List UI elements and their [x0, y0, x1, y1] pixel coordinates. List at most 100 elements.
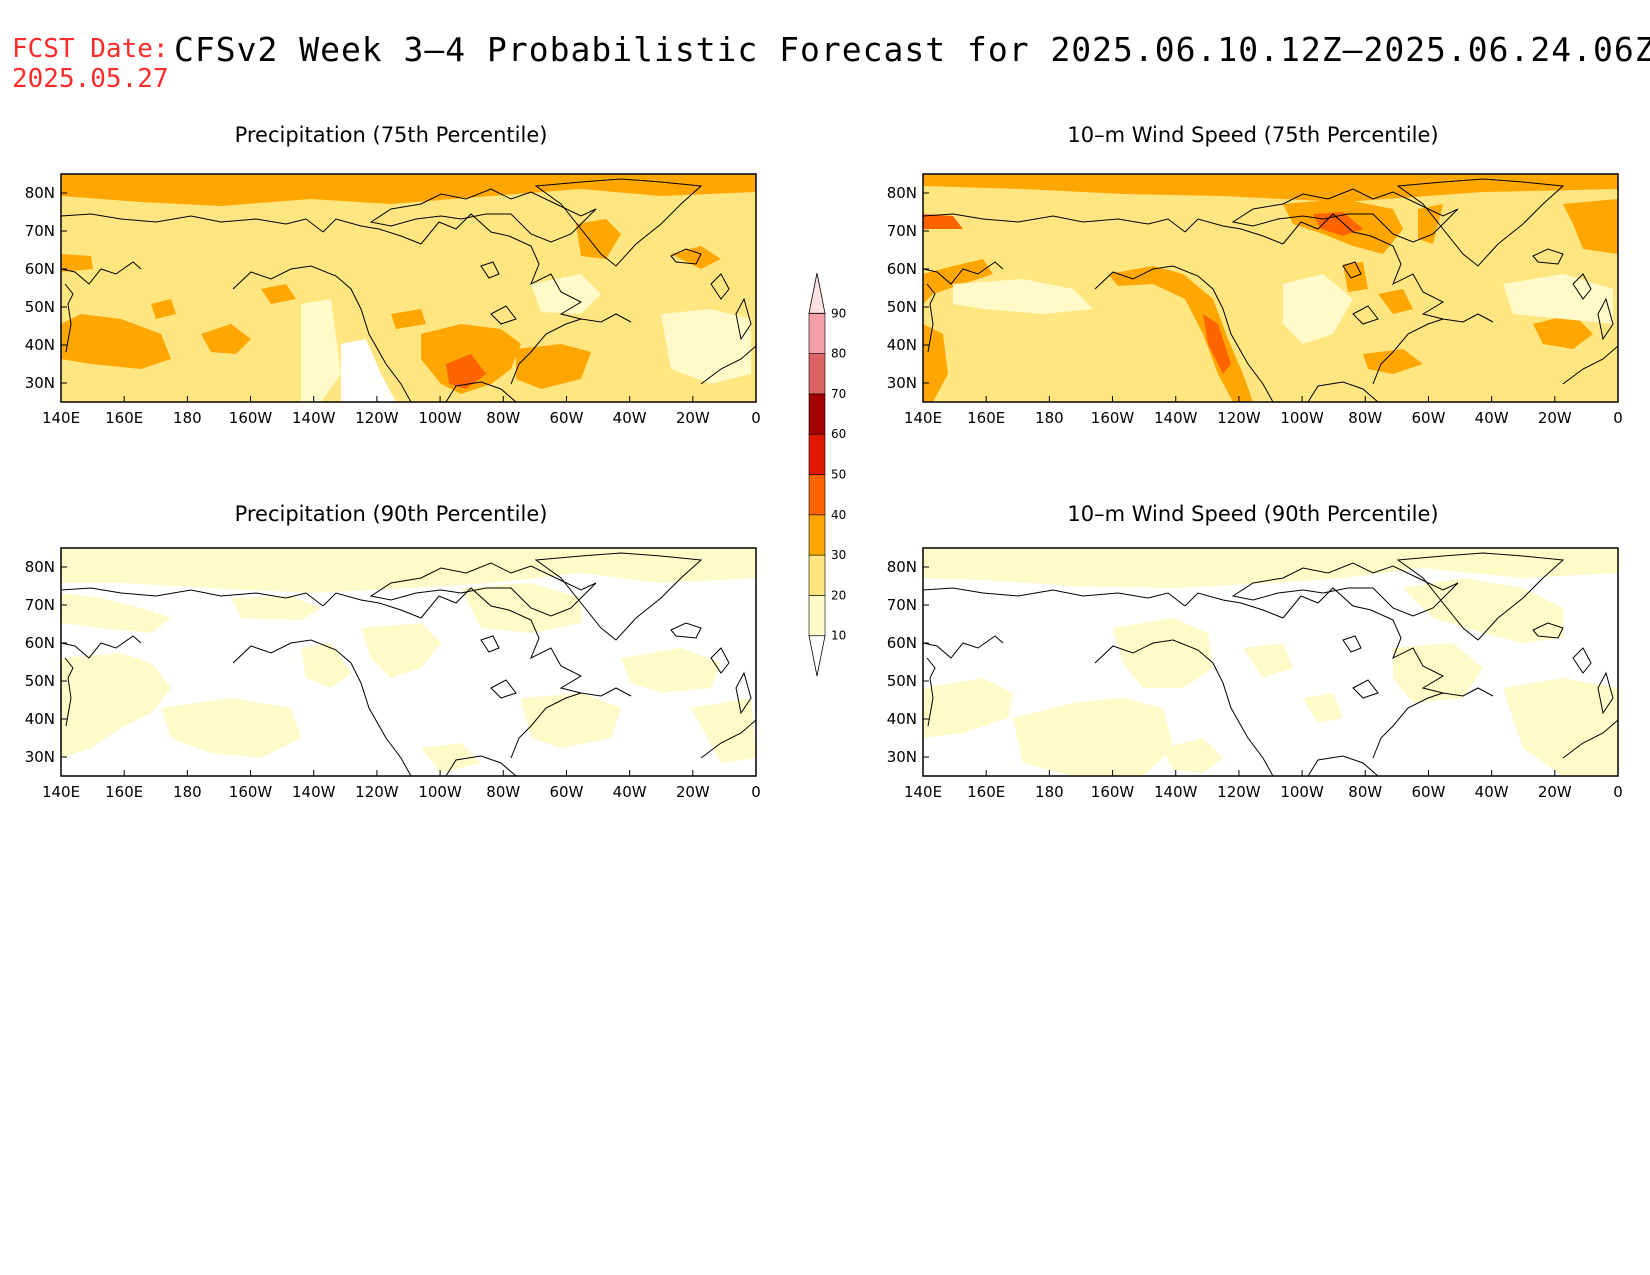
- lat-label: 40N: [25, 336, 55, 354]
- colorbar-label: 70: [831, 387, 846, 401]
- shading-region: [301, 643, 351, 688]
- shading-region: [61, 593, 171, 633]
- map-panel-precip-75: 140E 160E 180 160W 140W 120W 100W 80W 60W 40W 20W 0…: [25, 173, 761, 427]
- lon-label: 60W: [1411, 409, 1445, 427]
- lon-label: 140W: [292, 783, 336, 801]
- shading-region: [691, 698, 756, 763]
- panel-title-precip-90: Precipitation (90th Percentile): [234, 502, 548, 526]
- lat-label: 30N: [25, 748, 55, 766]
- lon-label: 100W: [418, 783, 462, 801]
- map-frame: [922, 547, 1619, 777]
- shading-region: [421, 743, 481, 773]
- lon-label: 120W: [355, 409, 399, 427]
- lon-label: 140W: [292, 409, 336, 427]
- shading-region: [461, 583, 581, 633]
- lon-label: 80W: [486, 409, 520, 427]
- colorbar-label: 30: [831, 548, 846, 562]
- lat-label: 30N: [887, 748, 917, 766]
- lon-label: 20W: [676, 409, 710, 427]
- shading-region: [341, 339, 396, 402]
- lat-label: 70N: [25, 222, 55, 240]
- lat-label: 40N: [25, 710, 55, 728]
- shading-region: [1503, 678, 1618, 776]
- colorbar-label: 90: [831, 306, 846, 320]
- lat-label: 60N: [25, 634, 55, 652]
- shading-region: [261, 284, 296, 304]
- shading-region: [953, 279, 1093, 314]
- shading-region: [361, 623, 441, 678]
- lon-label: 180: [1035, 409, 1064, 427]
- shading-region: [516, 344, 591, 389]
- shading-region: [61, 254, 93, 272]
- shading-region: [1243, 643, 1293, 678]
- shading-region: [301, 299, 341, 402]
- lat-label: 60N: [887, 634, 917, 652]
- shading-base: [61, 174, 756, 402]
- lon-label: 160W: [1091, 783, 1135, 801]
- shading-region: [1418, 204, 1443, 244]
- fcst-date-value: 2025.05.27: [12, 64, 169, 94]
- colorbar-segment: [808, 433, 826, 475]
- lon-label: 140E: [904, 409, 942, 427]
- shading-region: [923, 214, 963, 229]
- panel-title-wind-90: 10–m Wind Speed (90th Percentile): [1067, 502, 1439, 526]
- map-frame: [60, 547, 757, 777]
- lat-label: 70N: [25, 596, 55, 614]
- main-title: CFSv2 Week 3–4 Probabilistic Forecast fo…: [174, 30, 1650, 69]
- lon-label: 60W: [549, 783, 583, 801]
- lon-label: 80W: [486, 783, 520, 801]
- lat-label: 80N: [887, 558, 917, 576]
- shading-region: [151, 299, 176, 319]
- lat-label: 60N: [887, 260, 917, 278]
- lon-label: 20W: [1538, 783, 1572, 801]
- colorbar-label: 60: [831, 427, 846, 441]
- panel-title-wind-75: 10–m Wind Speed (75th Percentile): [1067, 123, 1439, 147]
- lat-label: 70N: [887, 596, 917, 614]
- lat-label: 50N: [887, 298, 917, 316]
- lon-label: 140E: [904, 783, 942, 801]
- lon-label: 100W: [418, 409, 462, 427]
- lon-label: 0: [1613, 783, 1623, 801]
- lon-label: 0: [751, 409, 761, 427]
- map-panel-precip-90: 140E 160E 180 160W 140W 120W 100W 80W 60W 40W 20W 0…: [25, 547, 761, 801]
- lon-label: 60W: [549, 409, 583, 427]
- lon-label: 140E: [42, 409, 80, 427]
- lon-label: 160E: [105, 409, 143, 427]
- shading-region: [1108, 266, 1253, 402]
- lon-label: 20W: [1538, 409, 1572, 427]
- lat-label: 30N: [887, 374, 917, 392]
- shading-region: [61, 314, 171, 369]
- shading-region: [1363, 349, 1423, 374]
- lon-label: 80W: [1348, 409, 1382, 427]
- colorbar-segment: [808, 312, 826, 354]
- shading-region: [923, 174, 1618, 202]
- lon-label: 140E: [42, 783, 80, 801]
- lon-label: 60W: [1411, 783, 1445, 801]
- colorbar: 10 20 30 40 50 60 70 80 90: [808, 272, 846, 677]
- lon-label: 100W: [1280, 409, 1324, 427]
- lon-label: 160W: [229, 783, 273, 801]
- shading-region: [923, 678, 1013, 738]
- lat-label: 80N: [25, 558, 55, 576]
- shading-region: [61, 653, 171, 758]
- colorbar-segment: [808, 595, 826, 637]
- colorbar-cap-top: [808, 272, 826, 314]
- lon-label: 120W: [1217, 409, 1261, 427]
- colorbar-label: 40: [831, 508, 846, 522]
- lat-label: 40N: [887, 336, 917, 354]
- lon-label: 0: [1613, 409, 1623, 427]
- colorbar-label: 50: [831, 468, 846, 482]
- shading-region: [1403, 578, 1563, 643]
- colorbar-segment: [808, 353, 826, 395]
- lon-label: 160E: [967, 409, 1005, 427]
- lat-label: 50N: [25, 672, 55, 690]
- lon-label: 0: [751, 783, 761, 801]
- lat-label: 70N: [887, 222, 917, 240]
- lon-label: 120W: [355, 783, 399, 801]
- colorbar-segment: [808, 393, 826, 435]
- shading-region: [1503, 274, 1613, 324]
- colorbar-segment: [808, 514, 826, 556]
- map-canvas: 140E 160E 180 160W 140W 120W 100W 80W 60W 40W 20W 0…: [25, 173, 1623, 801]
- lon-label: 80W: [1348, 783, 1382, 801]
- shading-region: [1563, 199, 1618, 254]
